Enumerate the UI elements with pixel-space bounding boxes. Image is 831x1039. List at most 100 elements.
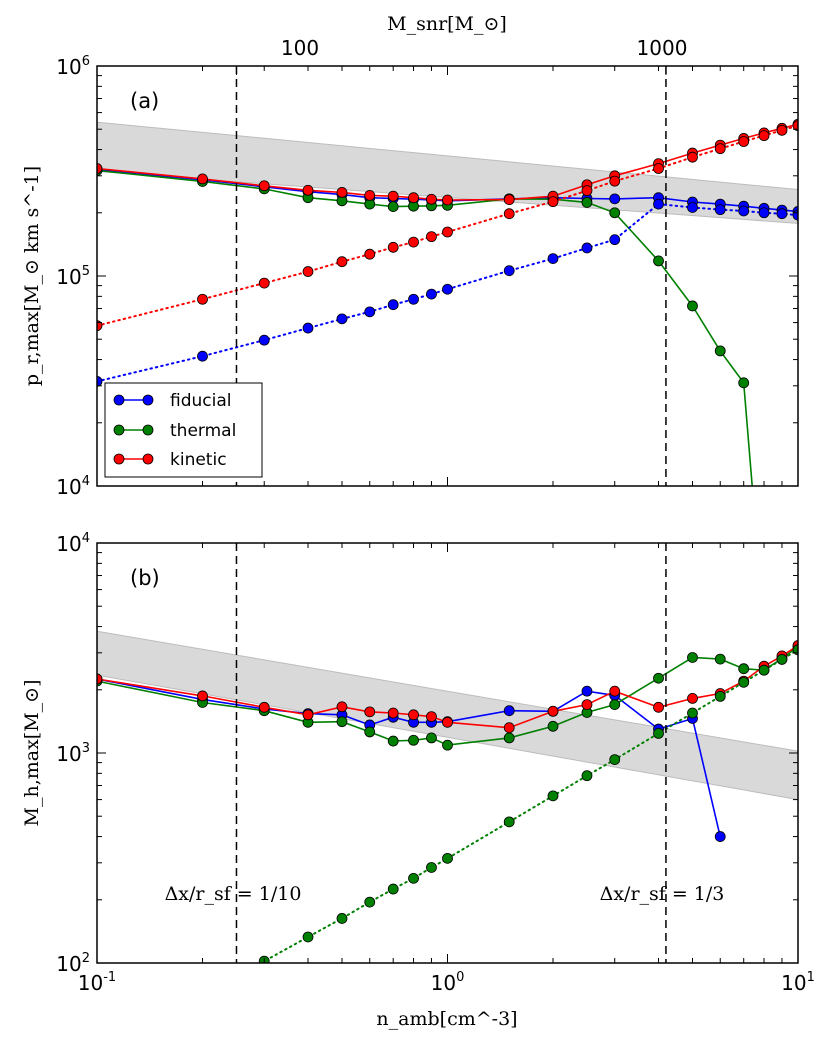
series-point-fiducial (714, 831, 726, 842)
panel-b-band-layer (97, 630, 798, 801)
series-line-fiducial-analytic (97, 203, 798, 383)
series-point-thermal-analytic (687, 707, 698, 719)
series-point-kinetic (653, 701, 664, 713)
series-point-kinetic (426, 193, 437, 205)
series-point-thermal (442, 739, 453, 751)
series-point-kinetic-analytic (364, 248, 376, 260)
series-point-thermal-analytic (776, 654, 788, 665)
series-point-kinetic (97, 673, 103, 685)
series-point-kinetic-analytic (547, 196, 559, 208)
legend-entry-kinetic: kinetic (113, 450, 227, 470)
series-point-kinetic (609, 685, 621, 697)
series-point-fiducial-analytic (609, 234, 621, 246)
series-point-kinetic-analytic (387, 241, 399, 253)
series-point-thermal (653, 255, 664, 267)
series-point-kinetic (197, 690, 208, 702)
legend-marker-kinetic (142, 453, 154, 465)
series-point-fiducial-analytic (714, 204, 726, 216)
panel-b-frame (96, 542, 799, 964)
series-point-kinetic (408, 709, 419, 721)
panel-b-tag: (b) (130, 566, 160, 590)
series-point-thermal-analytic (609, 754, 621, 766)
x-tick-labels: 10-1 100 101 (78, 970, 815, 995)
series-point-kinetic-analytic (758, 130, 770, 142)
series-point-kinetic (197, 173, 208, 185)
panel-b-shaded-band (97, 630, 798, 801)
series-point-thermal-analytic (738, 676, 750, 688)
panel-b-y-tick-label-0: 102 (56, 951, 90, 976)
series-point-kinetic-analytic (302, 266, 314, 277)
panel-b-ticks: 102 103 104 (56, 531, 799, 976)
legend-marker-thermal (113, 424, 125, 436)
panel-a-frame (96, 65, 799, 487)
series-point-fiducial (609, 193, 621, 205)
series-point-fiducial-analytic (97, 375, 103, 387)
series-point-kinetic (387, 190, 399, 202)
series-point-thermal (687, 652, 698, 663)
top-axis-label: M_snr[M_⊙] (387, 13, 507, 35)
panel-a-ticks: 104 105 106 (56, 54, 799, 499)
legend-marker-fiducial (113, 394, 125, 406)
series-point-thermal (426, 732, 437, 744)
series-point-thermal-analytic (653, 727, 664, 739)
series-point-fiducial-analytic (426, 288, 437, 300)
series-point-thermal-analytic (426, 862, 437, 873)
series-point-thermal-analytic (442, 852, 453, 864)
series-point-kinetic (687, 692, 698, 704)
x-tick-label-2: 101 (781, 970, 815, 995)
series-point-kinetic (302, 709, 314, 721)
series-point-fiducial-analytic (442, 283, 453, 295)
series-point-kinetic-analytic (792, 120, 798, 132)
series-point-thermal (653, 672, 664, 684)
series-point-kinetic (442, 716, 453, 728)
panel-a-y-tick-label-1: 105 (56, 264, 90, 289)
series-point-thermal (609, 207, 621, 219)
x-tick-label-0: 10-1 (78, 970, 116, 995)
series-point-kinetic (581, 699, 593, 711)
series-point-fiducial-analytic (503, 265, 515, 277)
series-point-kinetic (258, 701, 270, 713)
panel-a-plot: 104 105 106 (a) p_r,max[M_⊙ km s^-1] fiduc… (21, 54, 799, 499)
series-point-fiducial-analytic (687, 202, 698, 213)
series-point-kinetic-analytic (426, 231, 437, 243)
series-point-thermal-analytic (336, 913, 348, 924)
panel-b-vlines (235, 543, 667, 963)
series-point-thermal-analytic (581, 770, 593, 782)
series-point-thermal-analytic (408, 872, 419, 884)
legend: fiducial thermal kinetic (104, 382, 263, 478)
panel-a-series-layer (97, 118, 798, 486)
series-point-thermal-analytic (547, 790, 559, 802)
series-point-thermal-analytic (503, 816, 515, 828)
panel-b-y-tick-label-1: 103 (56, 741, 90, 766)
top-tick-label-1000: 1000 (637, 36, 688, 60)
series-point-thermal (714, 345, 726, 357)
annotation-right: Δx/r_sf = 1/3 (600, 883, 725, 905)
series-point-thermal (408, 734, 419, 746)
top-tick-label-100: 100 (281, 36, 319, 60)
panel-a-tag: (a) (130, 89, 159, 113)
legend-label-kinetic: kinetic (170, 450, 227, 470)
series-point-kinetic-analytic (258, 277, 270, 289)
series-point-fiducial-analytic (776, 208, 788, 220)
x-axis-label: n_amb[cm^-3] (376, 1008, 517, 1030)
series-point-thermal (387, 201, 399, 213)
series-point-kinetic-analytic (738, 136, 750, 147)
panel-a-vlines (235, 66, 667, 486)
series-point-kinetic (258, 180, 270, 192)
series-point-kinetic-analytic (776, 124, 788, 136)
panel-b-series-layer (97, 640, 798, 963)
series-point-thermal (738, 377, 750, 389)
series-point-thermal (387, 735, 399, 747)
series-point-kinetic-analytic (609, 175, 621, 187)
panel-a-y-tick-label-2: 106 (56, 54, 90, 79)
annotation-left: Δx/r_sf = 1/10 (165, 883, 302, 905)
series-point-kinetic (503, 722, 515, 734)
series-point-kinetic-analytic (442, 226, 453, 238)
series-point-thermal (738, 663, 750, 675)
series-point-thermal (714, 653, 726, 665)
series-point-thermal-analytic (714, 691, 726, 702)
series-point-kinetic-analytic (408, 236, 419, 248)
series-point-thermal (687, 300, 698, 312)
series-point-thermal-analytic (758, 664, 770, 676)
